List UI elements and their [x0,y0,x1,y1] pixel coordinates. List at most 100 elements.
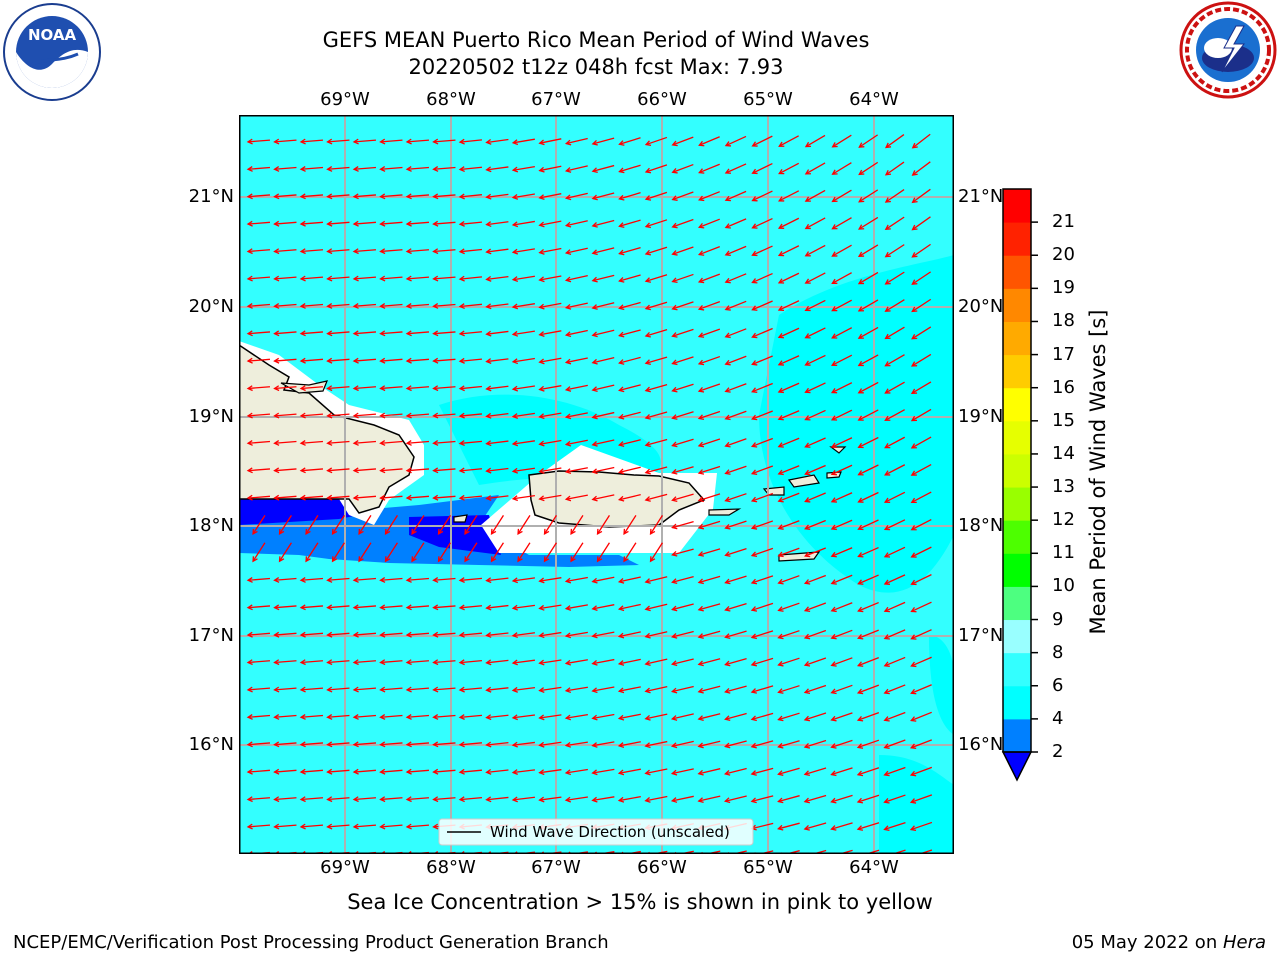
wind-wave-arrow [912,216,931,231]
wind-wave-arrowhead [830,551,837,558]
wind-wave-arrow [380,386,403,390]
wind-wave-arrow [513,686,535,692]
wind-wave-arrowhead [644,331,651,338]
wind-wave-arrow [884,464,906,476]
sea-zone-east2 [929,635,954,735]
wind-wave-arrowhead [723,797,731,804]
wind-wave-arrow [858,299,879,312]
wind-wave-arrow [513,193,535,199]
wind-wave-arrowhead [485,221,492,228]
wind-wave-arrow [698,383,721,392]
wind-wave-arrow [300,468,324,472]
wind-wave-arrowhead [432,631,439,638]
wind-wave-arrowhead [909,825,917,832]
wind-wave-arrow [698,548,721,556]
wind-wave-arrowhead [405,439,412,446]
wind-wave-arrowhead [671,250,678,256]
wind-wave-arrow [858,491,879,503]
wind-wave-arrow [698,520,721,529]
wind-wave-arrow [486,166,509,171]
wind-wave-arrowhead [856,770,864,777]
wind-wave-arrow [274,714,297,718]
wind-wave-arrow [832,299,852,312]
wind-wave-arrow [804,574,827,584]
wind-wave-arrow [725,630,747,638]
wind-wave-arrowhead [273,412,280,419]
wind-wave-arrow [247,413,271,417]
land-mona [453,514,468,523]
wind-wave-arrow [539,714,562,719]
wind-wave-arrow [300,358,324,362]
wind-wave-arrow [406,331,430,335]
wind-wave-arrowhead [538,385,545,392]
wind-wave-arrow [566,631,588,637]
wind-wave-arrow [619,576,641,583]
wind-wave-arrow [486,358,509,363]
wind-wave-arrow [672,521,694,529]
wind-wave-arrow [832,162,852,175]
wind-wave-arrowhead [591,687,598,694]
wind-wave-arrowhead [273,494,280,501]
wind-wave-arrow [491,542,504,562]
wind-wave-arrow [570,542,584,562]
wind-wave-arrow [619,466,641,474]
wind-wave-arrow [831,409,853,421]
wind-wave-arrow [433,413,456,417]
wind-wave-arrow [353,166,377,170]
wind-wave-arrow [698,740,721,748]
wind-wave-arrowhead [884,388,891,394]
wind-wave-arrow [725,712,747,720]
wind-wave-arrowhead [485,358,492,365]
wind-wave-arrowhead [511,632,518,639]
wind-wave-arrow [406,577,430,581]
wind-wave-arrow [645,411,668,419]
wind-wave-arrow [831,492,853,503]
wind-wave-arrow [433,660,456,664]
wind-wave-arrowhead [830,825,837,831]
wind-wave-arrowhead [538,769,545,776]
wind-wave-arrowhead [273,604,280,611]
wind-wave-arrowhead [803,606,811,612]
wind-wave-arrowhead [883,688,890,695]
wind-wave-arrowhead [511,166,519,173]
wind-wave-arrowhead [697,687,704,694]
wind-wave-arrow [911,381,932,394]
wind-wave-arrow [698,328,721,338]
sea-zone-dark-1 [239,499,369,525]
wind-wave-arrowhead [246,330,253,337]
wind-wave-arrow [725,410,747,420]
wind-wave-arrowhead [910,634,917,640]
wind-wave-arrow [778,630,800,639]
wind-wave-arrowhead [379,604,386,611]
wind-wave-arrow [406,605,430,609]
wind-wave-arrow [353,632,377,636]
wind-wave-arrow [672,136,694,146]
wind-wave-arrowhead [511,358,519,365]
wind-wave-arrowhead [644,660,651,667]
wind-wave-arrowhead [911,306,918,313]
wind-wave-arrowhead [591,358,598,365]
wind-wave-arrow [831,382,853,394]
wind-wave-arrow [513,275,535,281]
noaa-logo: NOAA [2,2,102,102]
wind-wave-arrowhead [273,439,280,446]
wind-wave-arrow [247,358,271,362]
wind-wave-arrow [353,358,377,362]
wind-wave-arrowhead [884,251,891,258]
wind-wave-arrow [804,657,827,666]
wind-wave-arrow [725,218,747,229]
wind-wave-arrow [274,797,297,801]
wind-wave-arrow [910,821,933,831]
wind-wave-arrowhead [273,796,280,803]
wind-wave-arrow [327,221,350,225]
wind-wave-arrowhead [671,633,678,639]
wind-wave-arrow [327,303,350,307]
wind-wave-arrowhead [617,632,625,639]
wind-wave-arrow [513,220,535,226]
wind-wave-arrow [804,684,827,694]
wind-wave-arrowhead [911,197,918,204]
wind-wave-arrowhead [724,223,731,229]
wind-wave-arrow [300,687,324,691]
wind-wave-arrow [805,244,826,257]
wind-wave-arrowhead [432,165,439,172]
